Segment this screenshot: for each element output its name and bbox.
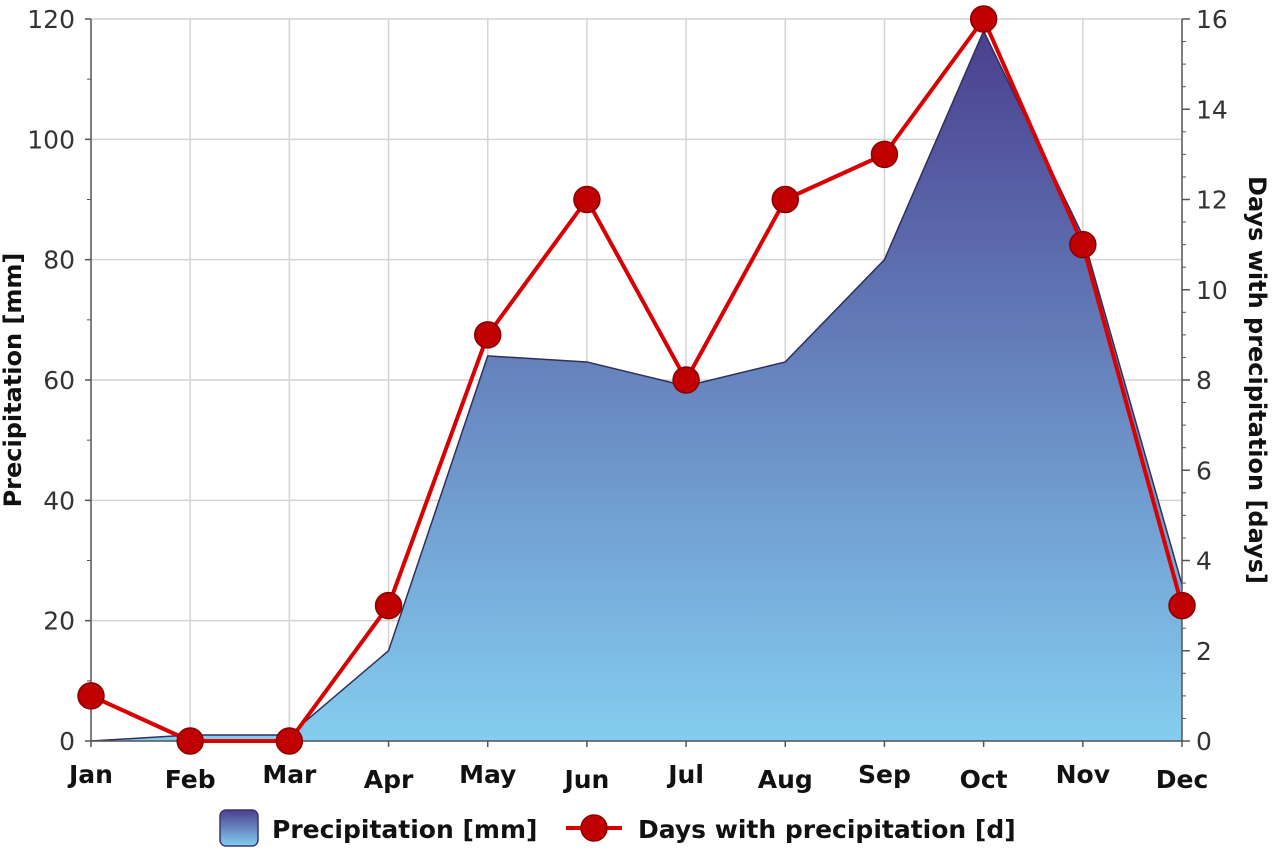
days-marker — [176, 727, 204, 755]
x-tick-label: Oct — [960, 765, 1008, 794]
x-tick-label: Jun — [562, 765, 609, 794]
x-tick-label: May — [459, 760, 516, 789]
y-left-tick-label: 80 — [43, 246, 75, 275]
y-left-tick-label: 20 — [43, 607, 75, 636]
legend-precipitation-label: Precipitation [mm] — [272, 815, 537, 844]
days-marker — [275, 727, 304, 755]
y-right-tick-label: 8 — [1196, 366, 1212, 395]
x-tick-label: Dec — [1156, 765, 1209, 794]
y-left-tick-label: 120 — [27, 5, 75, 34]
days-marker — [573, 185, 601, 214]
days-line — [90, 17, 1184, 743]
tick-labels: 0 20 40 60 80 100 120 0 2 4 6 8 10 12 14 16 Jan Feb Mar Apr… — [27, 5, 1228, 794]
x-tick-label: Sep — [858, 760, 911, 789]
y-right-tick-label: 14 — [1196, 95, 1228, 124]
x-tick-label: Jan — [67, 760, 113, 789]
x-tick-label: Mar — [262, 760, 317, 789]
precipitation-area-outline — [90, 29, 1183, 742]
y-right-tick-label: 10 — [1196, 276, 1228, 305]
days-marker — [969, 5, 998, 33]
days-line-series — [77, 5, 1196, 755]
y-left-tick-label: 0 — [59, 727, 75, 756]
days-marker — [870, 140, 899, 169]
legend-days-marker — [580, 814, 608, 842]
x-tick-label: Apr — [364, 765, 414, 794]
y-axis-left-title: Precipitation [mm] — [0, 253, 27, 508]
y-right-tick-label: 0 — [1196, 727, 1212, 756]
y-axis-right-title: Days with precipitation [days] — [1243, 176, 1271, 584]
days-marker — [1168, 591, 1196, 620]
x-tick-label: Feb — [165, 765, 216, 794]
y-right-tick-label: 2 — [1196, 637, 1212, 666]
precipitation-area-series — [90, 29, 1183, 742]
legend: Precipitation [mm] Days with precipitati… — [219, 809, 1016, 847]
days-marker — [473, 321, 502, 349]
precipitation-area — [91, 31, 1182, 742]
x-tick-label: Nov — [1056, 760, 1110, 789]
days-marker — [672, 366, 700, 394]
y-right-tick-label: 16 — [1196, 5, 1228, 34]
days-marker — [771, 185, 800, 214]
y-left-tick-label: 40 — [43, 486, 75, 515]
y-right-tick-label: 4 — [1196, 547, 1212, 576]
y-right-tick-label: 6 — [1196, 456, 1212, 485]
days-marker — [1069, 230, 1097, 259]
x-tick-label: Jul — [666, 760, 704, 789]
legend-days-label: Days with precipitation [d] — [638, 815, 1016, 844]
x-tick-label: Aug — [758, 765, 813, 794]
legend-precipitation-swatch — [219, 809, 259, 847]
y-right-tick-label: 12 — [1196, 186, 1228, 215]
days-marker — [374, 591, 403, 620]
days-marker — [77, 682, 105, 710]
y-left-tick-label: 100 — [27, 125, 75, 154]
y-left-tick-label: 60 — [43, 366, 75, 395]
